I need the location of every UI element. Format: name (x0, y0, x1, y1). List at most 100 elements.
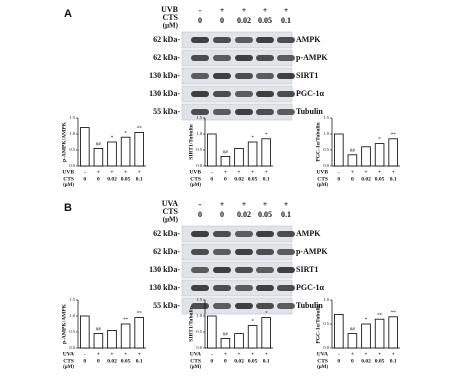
band (235, 231, 253, 237)
dose: 0.02 (237, 210, 251, 219)
band (213, 73, 231, 79)
treatment-sign: - (211, 169, 213, 175)
significance: ** (391, 311, 397, 316)
kda-label: 130 kDa- (149, 89, 180, 98)
sign: + (284, 200, 289, 209)
x-tick-label: 0.05 (248, 176, 258, 182)
treatment-sign: + (265, 169, 268, 175)
y-tick-label: 0.5 (69, 329, 75, 334)
treatment-sign: - (211, 351, 213, 357)
y-tick-label: 0.0 (196, 345, 202, 350)
bar (120, 136, 131, 167)
bar (107, 141, 117, 167)
kda-label: 62 kDa- (153, 53, 180, 62)
significance: * (251, 320, 254, 325)
band (213, 267, 231, 273)
significance: * (124, 131, 127, 136)
treatment-sign: + (251, 169, 254, 175)
significance: ** (137, 127, 143, 132)
sign: + (242, 6, 247, 15)
dose: 0 (220, 210, 224, 219)
dose: 0.1 (281, 16, 291, 25)
sign: + (263, 6, 268, 15)
treatment-row-label: UVA (317, 351, 328, 357)
dose: 0.1 (281, 210, 291, 219)
treatment-sign: + (364, 351, 367, 357)
x-tick-label: 0 (351, 358, 354, 364)
y-tick-label: 0.5 (196, 329, 202, 334)
protein-label: PGC-1α (296, 89, 325, 98)
treatment-sign: + (237, 169, 240, 175)
panel-label: B (64, 202, 72, 214)
x-tick-label: 0 (97, 176, 100, 182)
treatment-sign: + (237, 351, 240, 357)
x-tick-label: 0.02 (107, 176, 117, 182)
significance: ## (350, 328, 356, 333)
bar (388, 138, 398, 167)
treatment-row-label: UVA (190, 351, 201, 357)
band (277, 109, 295, 115)
band (256, 285, 274, 291)
bar (374, 143, 385, 167)
band (277, 267, 295, 273)
bar (247, 141, 258, 167)
band (213, 109, 231, 115)
band (277, 285, 295, 291)
band (256, 109, 274, 115)
band (277, 55, 295, 61)
x-tick-label: 0.1 (390, 358, 397, 364)
band (277, 73, 295, 79)
y-tick-label: 1.5 (196, 297, 202, 302)
significance: ## (223, 151, 229, 156)
band (277, 231, 295, 237)
cts-label: CTS (162, 13, 178, 22)
band (256, 267, 274, 273)
bar (134, 317, 144, 349)
sign: + (220, 6, 225, 15)
sign: + (242, 200, 247, 209)
kda-label: 62 kDa- (153, 35, 180, 44)
y-tick-label: 1.0 (196, 313, 202, 318)
bar (361, 146, 371, 167)
y-tick-label: 1.5 (323, 115, 329, 120)
y-axis-label: SIRT1/Tubulin (188, 124, 194, 159)
treatment-sign: + (251, 351, 254, 357)
treatment-sign: + (110, 351, 113, 357)
x-tick-label: 0 (224, 358, 227, 364)
bar (120, 323, 131, 349)
band (235, 91, 253, 97)
dose: 0.02 (237, 16, 251, 25)
band (235, 109, 253, 115)
protein-label: p-AMPK (296, 53, 328, 62)
dose: 0 (198, 210, 202, 219)
y-tick-label: 0.0 (323, 163, 329, 168)
bar (93, 147, 104, 167)
x-tick-label: 0.02 (361, 176, 371, 182)
band (256, 73, 274, 79)
band (235, 37, 253, 43)
y-axis-label: SIRT1/Tubulin (188, 306, 194, 341)
sign: - (199, 200, 202, 209)
sign: + (220, 200, 225, 209)
band (213, 303, 231, 309)
dose: 0 (198, 16, 202, 25)
treatment-sign: - (338, 169, 340, 175)
y-tick-label: 0.5 (69, 147, 75, 152)
dose: 0.05 (258, 16, 272, 25)
x-tick-label: 0.05 (375, 176, 385, 182)
treatment-sign: + (224, 351, 227, 357)
kda-label: 130 kDa- (149, 283, 180, 292)
dose-unit: (μM) (317, 183, 328, 188)
y-axis-label: PGC-1α/Tubulin (315, 122, 321, 161)
y-tick-label: 1.5 (69, 297, 75, 302)
band (191, 109, 209, 115)
band (191, 249, 209, 255)
treatment-row-label: UVB (189, 169, 201, 175)
significance: ** (137, 312, 143, 317)
kda-label: 130 kDa- (149, 71, 180, 80)
band (277, 37, 295, 43)
dose-row-label: CTS (317, 176, 328, 182)
treatment-label: UVB (161, 5, 179, 14)
treatment-sign: + (351, 169, 354, 175)
significance: ## (350, 149, 356, 154)
